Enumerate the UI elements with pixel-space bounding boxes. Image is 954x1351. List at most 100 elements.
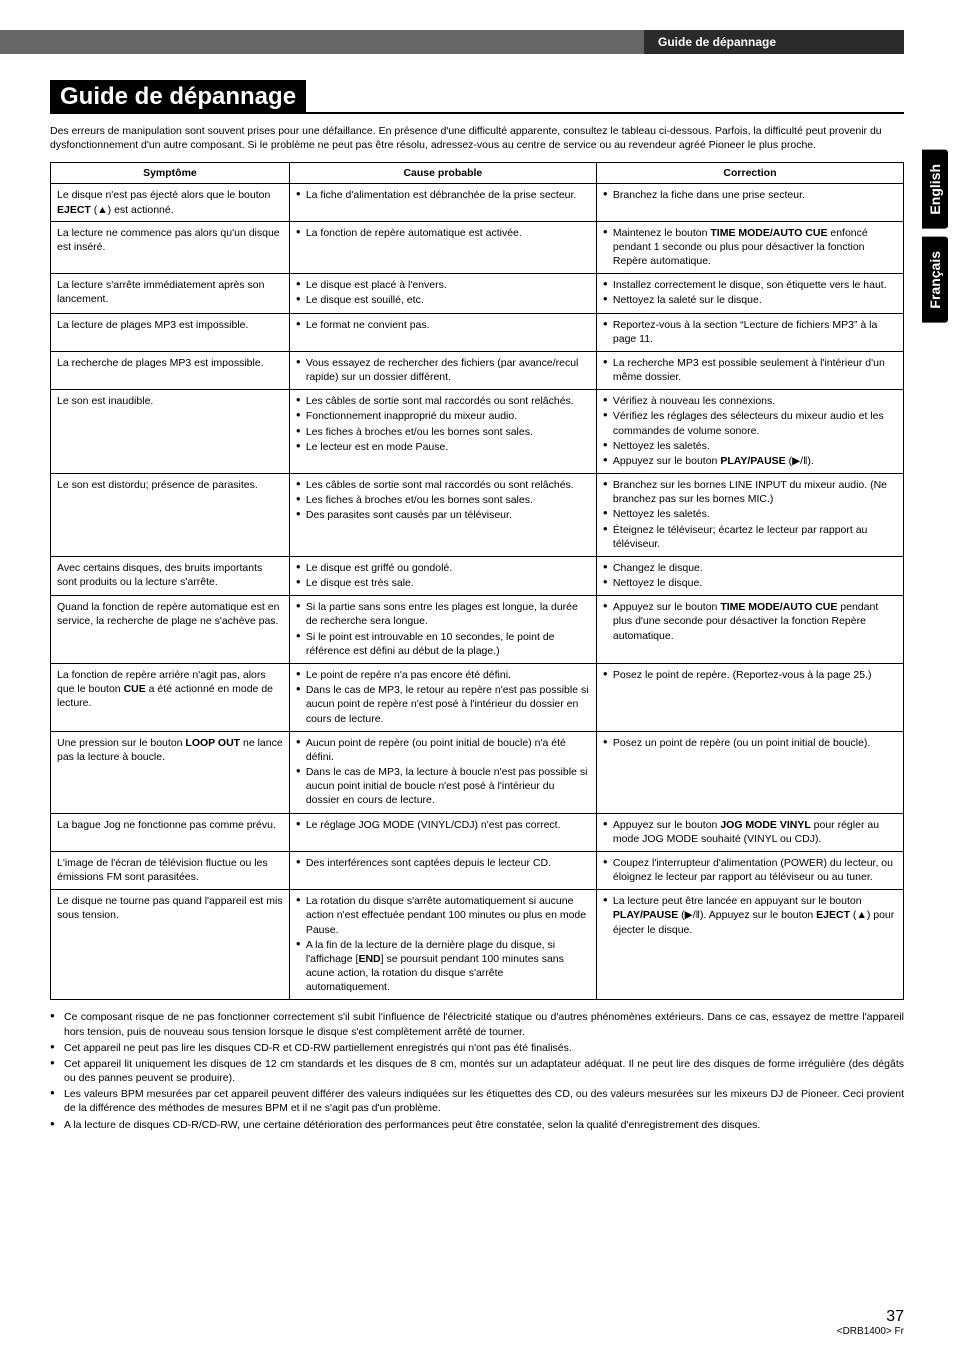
bullet-item: Nettoyez les saletés. [603, 439, 897, 453]
cell-symptome: La lecture ne commence pas alors qu'un d… [51, 221, 290, 274]
lang-tab-english[interactable]: English [922, 150, 948, 229]
bullet-item: Nettoyez la saleté sur le disque. [603, 293, 897, 307]
bullet-item: Appuyez sur le bouton JOG MODE VINYL pou… [603, 818, 897, 846]
cell-correction: Appuyez sur le bouton TIME MODE/AUTO CUE… [596, 596, 903, 664]
language-tabs: English Français [922, 150, 948, 322]
breadcrumb: Guide de dépannage [644, 30, 904, 54]
page-number: 37 [837, 1308, 904, 1326]
cell-cause: La fonction de repère automatique est ac… [289, 221, 596, 274]
footnote-item: A la lecture de disques CD-R/CD-RW, une … [50, 1118, 904, 1132]
bullet-list: Appuyez sur le bouton TIME MODE/AUTO CUE… [603, 600, 897, 643]
bullet-list: Aucun point de repère (ou point initial … [296, 736, 590, 808]
bullet-list: Le point de repère n'a pas encore été dé… [296, 668, 590, 726]
bullet-item: Le disque est placé à l'envers. [296, 278, 590, 292]
bullet-list: Le disque est placé à l'envers.Le disque… [296, 278, 590, 307]
cell-symptome: Le disque n'est pas éjecté alors que le … [51, 184, 290, 221]
bullet-item: Dans le cas de MP3, la lecture à boucle … [296, 765, 590, 808]
cell-symptome: La recherche de plages MP3 est impossibl… [51, 351, 290, 389]
bullet-item: Appuyez sur le bouton TIME MODE/AUTO CUE… [603, 600, 897, 643]
top-bar-grey [0, 30, 644, 54]
cell-cause: La rotation du disque s'arrête automatiq… [289, 890, 596, 1000]
bullet-list: Le réglage JOG MODE (VINYL/CDJ) n'est pa… [296, 818, 590, 832]
bullet-item: Le réglage JOG MODE (VINYL/CDJ) n'est pa… [296, 818, 590, 832]
bullet-item: Installez correctement le disque, son ét… [603, 278, 897, 292]
table-row: Le disque ne tourne pas quand l'appareil… [51, 890, 904, 1000]
bullet-item: Les câbles de sortie sont mal raccordés … [296, 478, 590, 492]
cell-correction: Branchez sur les bornes LINE INPUT du mi… [596, 474, 903, 557]
table-row: La recherche de plages MP3 est impossibl… [51, 351, 904, 389]
cell-correction: Maintenez le bouton TIME MODE/AUTO CUE e… [596, 221, 903, 274]
footnote-item: Les valeurs BPM mesurées par cet apparei… [50, 1087, 904, 1115]
col-symptome: Symptôme [51, 163, 290, 184]
main-content: Guide de dépannage Des erreurs de manipu… [50, 80, 904, 1132]
table-row: La bague Jog ne fonctionne pas comme pré… [51, 813, 904, 851]
bullet-list: Le format ne convient pas. [296, 318, 590, 332]
bullet-item: A la fin de la lecture de la dernière pl… [296, 938, 590, 995]
table-row: Quand la fonction de repère automatique … [51, 596, 904, 664]
bullet-list: La lecture peut être lancée en appuyant … [603, 894, 897, 937]
bullet-item: Coupez l'interrupteur d'alimentation (PO… [603, 856, 897, 884]
table-row: Le disque n'est pas éjecté alors que le … [51, 184, 904, 221]
col-cause: Cause probable [289, 163, 596, 184]
bullet-list: Maintenez le bouton TIME MODE/AUTO CUE e… [603, 226, 897, 269]
bullet-item: Vérifiez les réglages des sélecteurs du … [603, 409, 897, 437]
cell-symptome: Le son est distordu; présence de parasit… [51, 474, 290, 557]
bullet-item: Maintenez le bouton TIME MODE/AUTO CUE e… [603, 226, 897, 269]
bullet-item: Posez le point de repère. (Reportez-vous… [603, 668, 897, 682]
bullet-list: Vous essayez de rechercher des fichiers … [296, 356, 590, 384]
cell-symptome: La bague Jog ne fonctionne pas comme pré… [51, 813, 290, 851]
cell-symptome: La lecture s'arrête immédiatement après … [51, 274, 290, 313]
cell-symptome: La lecture de plages MP3 est impossible. [51, 313, 290, 351]
bullet-list: Branchez sur les bornes LINE INPUT du mi… [603, 478, 897, 551]
footnotes: Ce composant risque de ne pas fonctionne… [50, 1010, 904, 1131]
bullet-item: La fonction de repère automatique est ac… [296, 226, 590, 240]
cell-cause: Les câbles de sortie sont mal raccordés … [289, 474, 596, 557]
bullet-item: Appuyez sur le bouton PLAY/PAUSE (▶/‖). [603, 454, 897, 468]
bullet-item: Branchez la fiche dans une prise secteur… [603, 188, 897, 202]
cell-correction: Reportez-vous à la section “Lecture de f… [596, 313, 903, 351]
cell-correction: La lecture peut être lancée en appuyant … [596, 890, 903, 1000]
bullet-list: La rotation du disque s'arrête automatiq… [296, 894, 590, 994]
bullet-item: La rotation du disque s'arrête automatiq… [296, 894, 590, 937]
bullet-item: Des parasites sont causés par un télévis… [296, 508, 590, 522]
cell-cause: Des interférences sont captées depuis le… [289, 851, 596, 889]
cell-correction: La recherche MP3 est possible seulement … [596, 351, 903, 389]
table-row: La lecture ne commence pas alors qu'un d… [51, 221, 904, 274]
table-row: Avec certains disques, des bruits import… [51, 556, 904, 595]
cell-symptome: Quand la fonction de repère automatique … [51, 596, 290, 664]
table-header-row: Symptôme Cause probable Correction [51, 163, 904, 184]
table-body: Le disque n'est pas éjecté alors que le … [51, 184, 904, 1000]
cell-cause: Le réglage JOG MODE (VINYL/CDJ) n'est pa… [289, 813, 596, 851]
bullet-item: Des interférences sont captées depuis le… [296, 856, 590, 870]
col-correction: Correction [596, 163, 903, 184]
bullet-list: Les câbles de sortie sont mal raccordés … [296, 394, 590, 454]
cell-cause: Vous essayez de rechercher des fichiers … [289, 351, 596, 389]
bullet-item: Les câbles de sortie sont mal raccordés … [296, 394, 590, 408]
bullet-item: Nettoyez le disque. [603, 576, 897, 590]
lang-tab-francais[interactable]: Français [922, 237, 948, 323]
table-row: Le son est distordu; présence de parasit… [51, 474, 904, 557]
cell-correction: Posez un point de repère (ou un point in… [596, 731, 903, 813]
cell-cause: La fiche d'alimentation est débranchée d… [289, 184, 596, 221]
bullet-item: Le point de repère n'a pas encore été dé… [296, 668, 590, 682]
bullet-item: Branchez sur les bornes LINE INPUT du mi… [603, 478, 897, 506]
cell-cause: Le point de repère n'a pas encore été dé… [289, 663, 596, 731]
bullet-list: La fiche d'alimentation est débranchée d… [296, 188, 590, 202]
bullet-item: Les fiches à broches et/ou les bornes so… [296, 425, 590, 439]
bullet-item: La lecture peut être lancée en appuyant … [603, 894, 897, 937]
bullet-list: Installez correctement le disque, son ét… [603, 278, 897, 307]
table-row: Une pression sur le bouton LOOP OUT ne l… [51, 731, 904, 813]
page-title: Guide de dépannage [50, 80, 306, 114]
bullet-item: Le disque est griffé ou gondolé. [296, 561, 590, 575]
bullet-item: Changez le disque. [603, 561, 897, 575]
cell-cause: Les câbles de sortie sont mal raccordés … [289, 390, 596, 474]
bullet-list: Appuyez sur le bouton JOG MODE VINYL pou… [603, 818, 897, 846]
intro-text: Des erreurs de manipulation sont souvent… [50, 124, 904, 152]
table-row: La lecture de plages MP3 est impossible.… [51, 313, 904, 351]
cell-cause: Le disque est griffé ou gondolé.Le disqu… [289, 556, 596, 595]
bullet-list: La fonction de repère automatique est ac… [296, 226, 590, 240]
bullet-item: Reportez-vous à la section “Lecture de f… [603, 318, 897, 346]
footnote-item: Ce composant risque de ne pas fonctionne… [50, 1010, 904, 1038]
bullet-item: Si le point est introuvable en 10 second… [296, 630, 590, 658]
bullet-item: Vérifiez à nouveau les connexions. [603, 394, 897, 408]
